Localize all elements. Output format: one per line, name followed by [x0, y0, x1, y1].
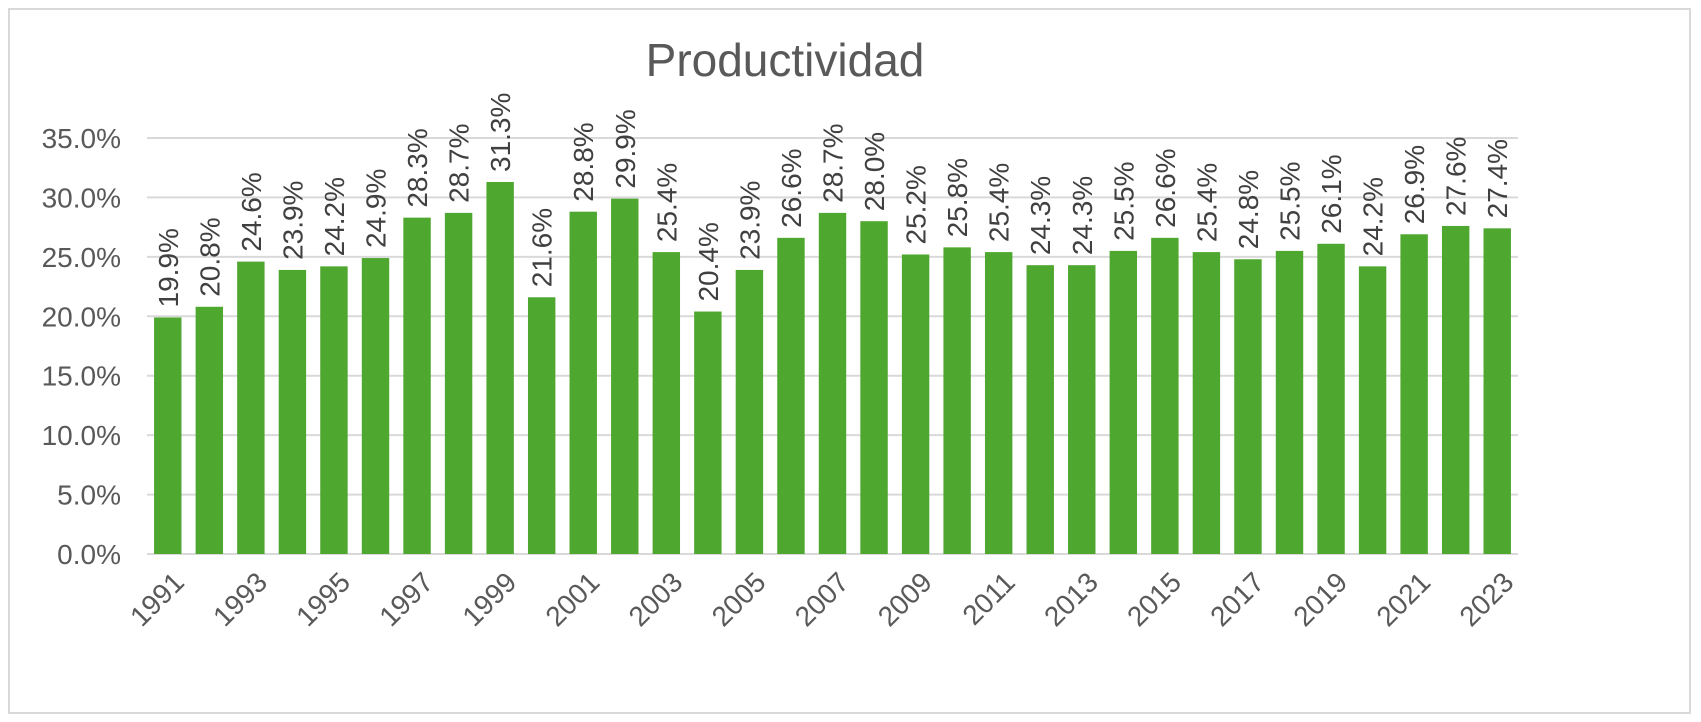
- bar-2020: [1358, 266, 1387, 554]
- data-label-2008: 28.0%: [859, 132, 890, 211]
- data-label-2021: 26.9%: [1399, 145, 1430, 224]
- bar-1996: [361, 258, 390, 554]
- data-label-2022: 27.6%: [1441, 137, 1472, 216]
- bar-2021: [1400, 234, 1428, 554]
- bar-2011: [984, 252, 1013, 555]
- y-tick-label: 0.0%: [57, 539, 121, 570]
- data-label-2019: 26.1%: [1316, 154, 1347, 233]
- data-label-2014: 25.5%: [1108, 162, 1139, 241]
- bar-1998: [444, 212, 473, 554]
- x-tick-label: 2007: [789, 566, 855, 632]
- data-label-1997: 28.3%: [402, 128, 433, 207]
- data-label-2009: 25.2%: [901, 165, 932, 244]
- bar-2009: [901, 254, 930, 555]
- x-tick-label: 2023: [1453, 566, 1519, 632]
- data-label-2000: 21.6%: [527, 208, 558, 287]
- x-axis: 1991 1993 1995 1997 1999 2001 2003 2005 2007 2009…: [124, 566, 1519, 632]
- x-tick-label: 2019: [1287, 566, 1353, 632]
- bar-2000: [527, 297, 556, 554]
- x-tick-label: 2013: [1038, 566, 1104, 632]
- data-label-2001: 28.8%: [568, 122, 599, 201]
- x-tick-label: 1995: [290, 566, 356, 632]
- data-label-1999: 31.3%: [485, 93, 516, 172]
- bar-1992: [195, 306, 224, 554]
- data-label-2023: 27.4%: [1482, 139, 1513, 218]
- x-tick-label: 2015: [1121, 566, 1187, 632]
- chart-title: Productividad: [646, 34, 925, 86]
- y-tick-label: 5.0%: [57, 480, 121, 511]
- bar-2005: [735, 269, 764, 554]
- data-label-1992: 20.8%: [194, 217, 225, 296]
- data-label-2012: 24.3%: [1025, 176, 1056, 255]
- data-label-1998: 28.7%: [444, 123, 475, 202]
- data-label-2016: 25.4%: [1191, 163, 1222, 242]
- x-tick-label: 2017: [1204, 566, 1270, 632]
- data-label-2005: 23.9%: [734, 181, 765, 260]
- bar-1997: [403, 217, 431, 555]
- x-tick-label: 2001: [539, 566, 605, 632]
- bar-2004: [694, 311, 722, 554]
- bar-chart: Productividad 0.0% 5.0% 10.0% 15.0% 20.0% 25.…: [42, 34, 1520, 632]
- data-label-1991: 19.9%: [153, 228, 184, 307]
- bar-2006: [777, 237, 805, 554]
- x-tick-label: 2005: [706, 566, 772, 632]
- bar-1995: [320, 266, 348, 554]
- bar-2007: [818, 212, 847, 554]
- bar-2013: [1068, 265, 1096, 554]
- bar-2003: [652, 252, 681, 555]
- bar-2008: [860, 221, 888, 554]
- data-label-2007: 28.7%: [818, 123, 849, 202]
- y-tick-label: 10.0%: [42, 420, 121, 451]
- bar-2002: [611, 198, 639, 555]
- bar-2019: [1317, 243, 1345, 555]
- data-label-2004: 20.4%: [693, 222, 724, 301]
- bar-1991: [154, 317, 182, 554]
- bar-1994: [278, 269, 307, 554]
- bar-2023: [1483, 228, 1511, 554]
- bar-2022: [1441, 225, 1470, 554]
- bar-2015: [1151, 237, 1179, 554]
- x-tick-label: 1997: [373, 566, 439, 632]
- data-label-2015: 26.6%: [1150, 148, 1181, 227]
- bar-2017: [1234, 259, 1262, 554]
- data-label-2020: 24.2%: [1358, 177, 1389, 256]
- data-label-2010: 25.8%: [942, 158, 973, 237]
- x-tick-label: 1999: [456, 566, 522, 632]
- bar-2014: [1109, 250, 1138, 554]
- x-tick-label: 2011: [956, 566, 1021, 631]
- y-tick-label: 25.0%: [42, 242, 121, 273]
- data-label-2011: 25.4%: [984, 163, 1015, 242]
- data-label-1994: 23.9%: [277, 181, 308, 260]
- y-axis: 0.0% 5.0% 10.0% 15.0% 20.0% 25.0% 30.0% 35.0%: [42, 123, 121, 570]
- data-label-1996: 24.9%: [361, 169, 392, 248]
- x-tick-label: 1993: [207, 566, 273, 632]
- x-tick-label: 1991: [124, 566, 190, 632]
- data-label-1993: 24.6%: [236, 172, 267, 251]
- data-label-2002: 29.9%: [610, 109, 641, 188]
- x-tick-label: 2003: [623, 566, 689, 632]
- data-label-2006: 26.6%: [776, 148, 807, 227]
- x-tick-label: 2009: [872, 566, 938, 632]
- y-tick-label: 30.0%: [42, 182, 121, 213]
- y-tick-label: 20.0%: [42, 301, 121, 332]
- bars: [154, 181, 1511, 555]
- bar-2001: [569, 211, 597, 555]
- bar-2018: [1275, 250, 1304, 554]
- y-tick-label: 15.0%: [42, 361, 121, 392]
- data-label-2017: 24.8%: [1233, 170, 1264, 249]
- data-label-2013: 24.3%: [1067, 176, 1098, 255]
- y-tick-label: 35.0%: [42, 123, 121, 154]
- data-label-1995: 24.2%: [319, 177, 350, 256]
- bar-2010: [943, 247, 971, 554]
- data-label-2018: 25.5%: [1275, 162, 1306, 241]
- bar-2012: [1026, 265, 1054, 554]
- bar-2016: [1192, 252, 1221, 555]
- x-tick-label: 2021: [1370, 566, 1436, 632]
- data-label-2003: 25.4%: [651, 163, 682, 242]
- bar-1999: [486, 181, 514, 554]
- chart-frame: Productividad 0.0% 5.0% 10.0% 15.0% 20.0% 25.…: [8, 8, 1691, 714]
- data-labels: 19.9% 20.8% 24.6% 23.9% 24.2% 24.9% 28.3% 28.7%…: [153, 93, 1513, 308]
- bar-1993: [237, 261, 265, 554]
